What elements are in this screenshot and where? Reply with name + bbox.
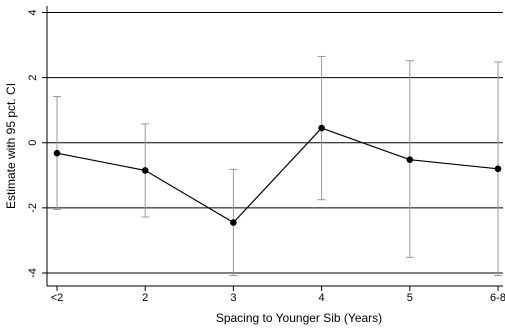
estimate-line-layer — [56, 127, 499, 224]
y-tick-label: -4 — [27, 268, 39, 278]
x-tick-label: 2 — [142, 292, 148, 304]
estimate-line — [56, 127, 499, 224]
x-tick-label: <2 — [51, 292, 64, 304]
y-tick-label: 0 — [27, 140, 39, 146]
x-tick-label: 6-8 — [490, 292, 505, 304]
x-axis-title: Spacing to Younger Sib (Years) — [216, 311, 382, 325]
estimate-point — [141, 167, 149, 174]
estimate-point — [406, 156, 414, 163]
estimate-point — [53, 149, 61, 157]
x-ticks: <2 2 3 4 5 6-8 — [51, 286, 505, 304]
y-ticks: 4 2 0 -2 -4 — [27, 9, 47, 278]
estimate-point — [230, 219, 237, 226]
x-tick-label: 4 — [319, 292, 325, 304]
x-tick-label: 3 — [230, 292, 236, 304]
estimate-point — [494, 165, 502, 173]
x-tick-label: 5 — [407, 292, 413, 304]
y-tick-label: -2 — [27, 203, 39, 213]
axes — [46, 6, 503, 287]
gridlines — [47, 12, 503, 274]
y-tick-label: 2 — [27, 75, 39, 81]
y-axis-title: Estimate with 95 pct. CI — [4, 83, 18, 209]
estimate-points — [53, 124, 502, 226]
y-tick-label: 4 — [27, 9, 39, 15]
estimate-point — [318, 124, 325, 132]
